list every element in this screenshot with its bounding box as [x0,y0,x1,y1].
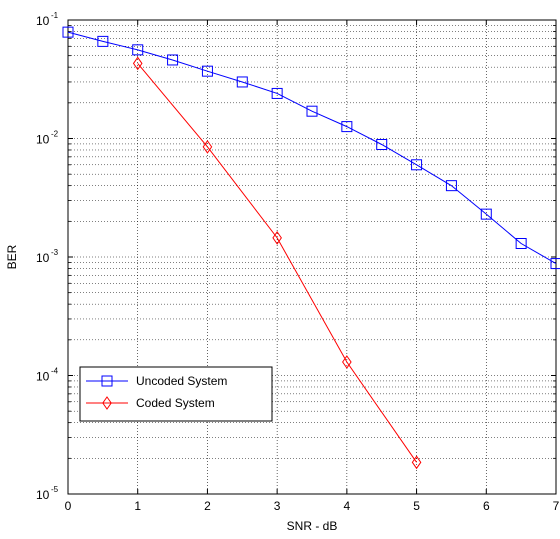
series-1 [132,56,422,470]
x-tick-label: 4 [344,499,351,513]
y-tick-label-base: 10 [36,370,50,384]
data-point [236,76,248,88]
data-point [62,26,74,38]
y-tick-label: 10 -4 [36,367,59,384]
y-tick-label-base: 10 [36,251,50,265]
series-0 [62,26,560,270]
y-tick-label-exponent: -1 [51,11,59,20]
legend-marker [102,396,112,410]
y-tick-label-exponent: -4 [51,367,59,376]
tick-labels: 0 1 2 3 4 5 6 710-110-210-310-410-5 [36,11,560,513]
data-point [271,87,283,99]
y-tick-label: 10 -1 [36,11,59,28]
y-tick-label: 10 -3 [36,248,59,265]
legend: Uncoded System Coded System [79,366,273,422]
y-tick-label-exponent: -2 [51,130,59,139]
x-tick-label: 3 [274,499,281,513]
axis-ticks [67,20,557,495]
series-line [67,31,557,265]
y-tick-label-base: 10 [36,14,50,28]
x-tick-label: 2 [204,499,211,513]
data-point [132,56,143,71]
y-tick-label: 10 -5 [36,485,59,502]
legend-entry: Uncoded System [86,374,227,388]
y-tick-label-base: 10 [36,133,50,147]
data-point [376,138,388,150]
data-point [272,231,282,245]
data-point [341,121,353,133]
x-tick-label: 7 [553,499,560,513]
series-layer [62,26,560,470]
data-point [411,159,423,171]
data-point [411,455,422,470]
data-point [445,180,457,192]
y-tick-label: 10 -2 [36,130,59,147]
data-point [342,355,352,369]
legend-entry: Coded System [86,396,215,410]
grid-lines [68,20,556,494]
y-tick-label-exponent: -5 [51,485,59,494]
legend-label: Coded System [136,396,215,410]
data-point [132,44,144,56]
data-point [167,54,179,66]
x-tick-label: 5 [413,499,420,513]
x-tick-label: 6 [483,499,490,513]
data-point [480,208,492,220]
data-point [97,35,109,47]
y-axis-label: BER [5,244,19,269]
x-tick-label: 0 [65,499,72,513]
legend-label: Uncoded System [136,374,227,388]
data-point [550,258,560,270]
data-point [306,105,318,117]
series-line [137,63,417,463]
data-point [202,139,213,154]
data-point [201,65,213,77]
legend-marker [101,375,113,387]
x-tick-label: 1 [134,499,141,513]
x-axis-label: SNR - dB [287,519,338,533]
y-tick-label-base: 10 [36,488,50,502]
data-point [515,237,527,249]
y-tick-label-exponent: -3 [51,248,59,257]
